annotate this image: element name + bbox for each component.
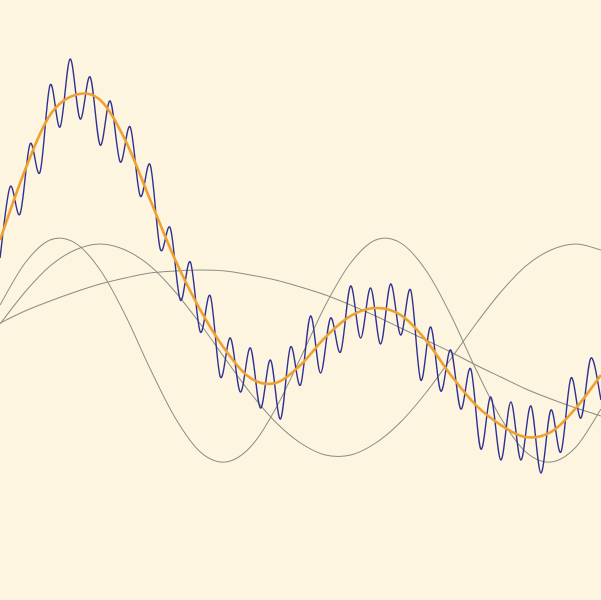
series-line [0, 58, 601, 474]
series-line [0, 237, 601, 463]
series-line [0, 92, 601, 439]
series-line [0, 269, 601, 417]
series-line [0, 243, 601, 457]
